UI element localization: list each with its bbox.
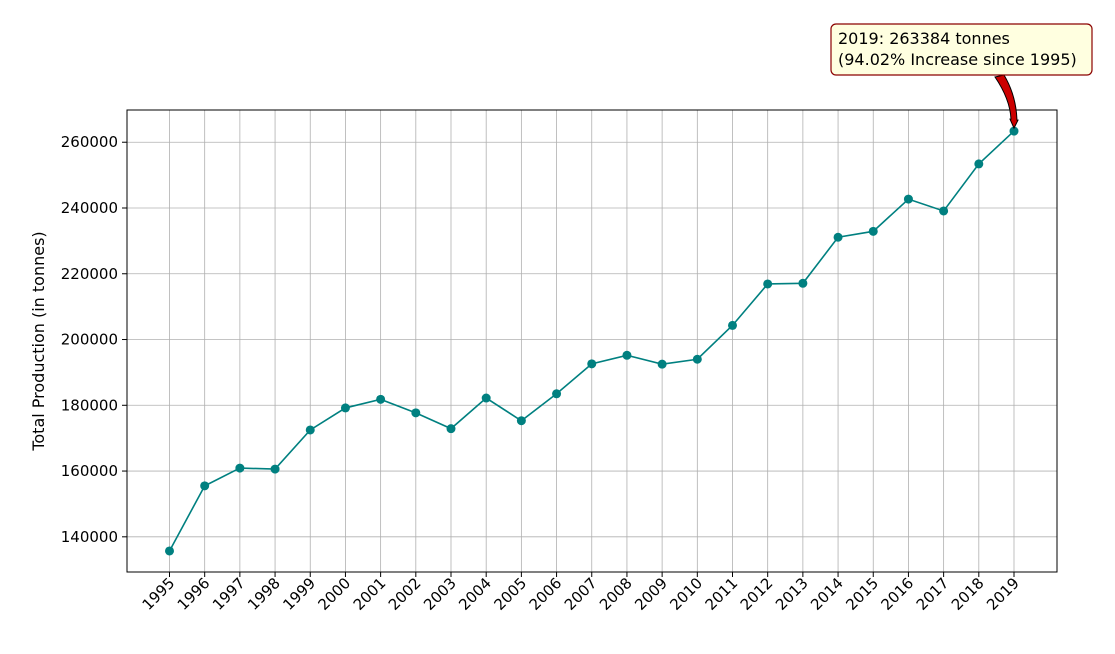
x-tick-label: 2017 [913, 574, 953, 614]
data-point [270, 464, 280, 474]
y-tick-label: 220000 [61, 265, 118, 283]
data-point [622, 350, 632, 360]
data-point [587, 359, 597, 369]
x-tick-label: 2003 [420, 574, 460, 614]
data-point [798, 278, 808, 288]
y-axis-title: Total Production (in tonnes) [29, 231, 48, 451]
data-point [833, 232, 843, 242]
annotation-box [830, 23, 1093, 76]
plot-frame [126, 109, 1058, 573]
y-tick-label: 180000 [61, 396, 118, 414]
x-tick-label: 2007 [561, 574, 601, 614]
x-tick-label: 1999 [279, 574, 319, 614]
x-tick-label: 2009 [631, 574, 671, 614]
data-point [939, 206, 949, 216]
data-point [165, 546, 174, 556]
peak-annotation: 2019: 263384 tonnes (94.02% Increase sin… [830, 23, 1093, 130]
x-tick-label: 2015 [842, 574, 882, 614]
data-point [200, 481, 210, 491]
y-tick-label: 260000 [61, 133, 118, 151]
y-tick-label: 160000 [61, 462, 118, 480]
x-tick-label: 1997 [209, 574, 249, 614]
annotation-line-2: (94.02% Increase since 1995) [838, 50, 1077, 69]
x-tick-label: 2011 [702, 574, 742, 614]
annotation-arrow [994, 74, 1019, 130]
data-point [446, 424, 456, 434]
x-tick-label: 2000 [315, 574, 355, 614]
x-tick-label: 2014 [807, 574, 847, 614]
x-tick-label: 1998 [244, 574, 284, 614]
series-points [165, 126, 1019, 556]
data-point [763, 279, 773, 289]
x-tick-label: 2016 [878, 574, 918, 614]
x-tick-label: 1995 [139, 574, 179, 614]
data-point [868, 226, 878, 236]
data-point [657, 359, 667, 369]
x-tick-label: 2008 [596, 574, 636, 614]
data-point [903, 194, 913, 204]
x-tick-label: 2012 [737, 574, 777, 614]
x-tick-label: 2018 [948, 574, 988, 614]
data-point [481, 393, 491, 403]
data-point [340, 403, 350, 413]
data-point [305, 425, 315, 435]
data-point [692, 354, 702, 364]
x-tick-label: 2004 [455, 574, 495, 614]
data-point [552, 389, 562, 399]
y-tick-label: 140000 [61, 528, 118, 546]
data-point [411, 408, 421, 418]
data-point [1009, 126, 1019, 136]
x-tick-label: 2005 [490, 574, 530, 614]
y-tick-label: 240000 [61, 199, 118, 217]
y-axis-ticks: 140000 160000 180000 200000 220000 240000 2600… [61, 133, 127, 546]
x-tick-label: 2019 [983, 574, 1023, 614]
x-tick-label: 1996 [174, 574, 214, 614]
x-tick-label: 2001 [350, 574, 390, 614]
x-tick-label: 2002 [385, 574, 425, 614]
data-point [376, 394, 386, 404]
annotation-line-1: 2019: 263384 tonnes [838, 29, 1010, 48]
data-point [516, 416, 526, 426]
x-tick-label: 2006 [526, 574, 566, 614]
data-point [728, 320, 737, 330]
x-tick-label: 2010 [666, 574, 706, 614]
data-point [974, 159, 984, 169]
data-point [235, 463, 245, 473]
grid-lines [127, 110, 1057, 572]
x-axis-ticks: 1995199619971998199920002001200220032004… [139, 572, 1023, 614]
y-tick-label: 200000 [61, 331, 118, 349]
x-tick-label: 2013 [772, 574, 812, 614]
